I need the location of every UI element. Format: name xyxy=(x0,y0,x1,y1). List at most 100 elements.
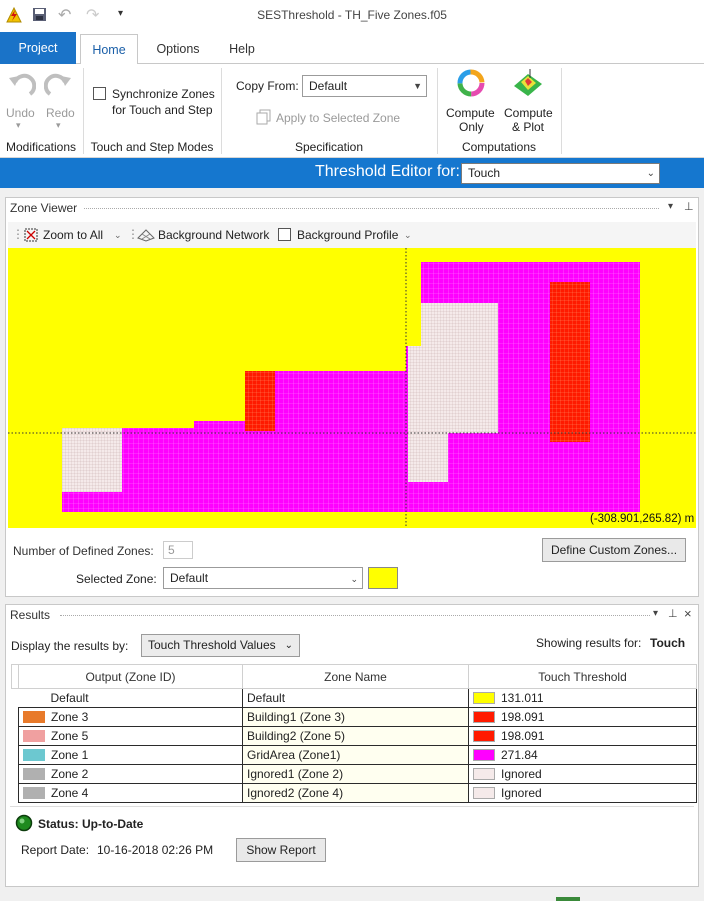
tab-project[interactable]: Project xyxy=(0,32,76,64)
table-row[interactable]: Zone 2 Ignored1 (Zone 2) Ignored xyxy=(11,764,697,784)
undo-icon[interactable] xyxy=(6,70,36,100)
show-report-button[interactable]: Show Report xyxy=(236,838,326,862)
display-by-select[interactable]: Touch Threshold Values ⌄ xyxy=(141,634,300,657)
compute-only-icon[interactable] xyxy=(456,68,486,98)
tab-help[interactable]: Help xyxy=(229,42,255,56)
zone-map-canvas[interactable] xyxy=(8,248,696,528)
zoom-to-all-icon[interactable] xyxy=(23,227,39,243)
copy-from-select[interactable]: Default ▼ xyxy=(302,75,427,97)
redo-small-icon[interactable]: ↷ xyxy=(86,7,100,24)
redo-dropdown-icon[interactable]: ▾ xyxy=(56,120,61,130)
status-value: Up-to-Date xyxy=(82,817,144,831)
cell-threshold[interactable]: 131.011 xyxy=(468,688,697,708)
tab-home[interactable]: Home xyxy=(80,34,138,65)
zone-color-swatch xyxy=(23,749,45,761)
compute-only-label-2[interactable]: Only xyxy=(459,120,484,134)
selected-zone-select[interactable]: Default ⌄ xyxy=(163,567,363,589)
redo-label[interactable]: Redo xyxy=(46,106,75,120)
threshold-color-swatch xyxy=(473,768,495,780)
report-date-value: 10-16-2018 02:26 PM xyxy=(97,843,214,857)
threshold-editor-label: Threshold Editor for: xyxy=(315,163,460,180)
row-selector[interactable] xyxy=(11,764,19,784)
sync-zones-checkbox[interactable] xyxy=(93,87,106,100)
cell-output[interactable]: Zone 4 xyxy=(18,783,243,803)
ribbon-separator xyxy=(561,68,562,154)
table-row[interactable]: Zone 3 Building1 (Zone 3) 198.091 xyxy=(11,707,697,727)
cell-zone-name[interactable]: Ignored1 (Zone 2) xyxy=(242,764,469,784)
cell-threshold[interactable]: 198.091 xyxy=(468,726,697,746)
row-selector[interactable] xyxy=(11,688,19,708)
zoom-dropdown-icon[interactable]: ⌄ xyxy=(114,230,122,240)
zoom-to-all-button[interactable]: Zoom to All xyxy=(43,228,104,242)
row-selector[interactable] xyxy=(11,726,19,746)
zone-building1 xyxy=(245,371,275,431)
threshold-editor-select[interactable]: Touch ⌄ xyxy=(461,163,660,184)
threshold-color-swatch xyxy=(473,749,495,761)
cell-threshold-text: 198.091 xyxy=(501,729,545,743)
column-header-zone-name[interactable]: Zone Name xyxy=(242,664,469,689)
cell-threshold[interactable]: 271.84 xyxy=(468,745,697,765)
toolbar-grip: ⋮ xyxy=(12,227,24,241)
pin-icon[interactable]: ⊥ xyxy=(684,201,694,213)
table-row[interactable]: Zone 5 Building2 (Zone 5) 198.091 xyxy=(11,726,697,746)
cell-zone-name[interactable]: Ignored2 (Zone 4) xyxy=(242,783,469,803)
pin-icon[interactable]: ⊥ xyxy=(668,608,678,620)
save-icon[interactable] xyxy=(32,7,47,22)
selected-zone-value: Default xyxy=(170,571,209,585)
compute-plot-label-1[interactable]: Compute xyxy=(504,106,553,120)
column-header-output[interactable]: Output (Zone ID) xyxy=(18,664,243,689)
apply-selected-zone-button[interactable]: Apply to Selected Zone xyxy=(276,111,401,125)
cell-zone-name[interactable]: Building2 (Zone 5) xyxy=(242,726,469,746)
undo-small-icon[interactable]: ↶ xyxy=(58,7,72,24)
tab-options[interactable]: Options xyxy=(156,42,200,56)
undo-dropdown-icon[interactable]: ▾ xyxy=(16,120,21,130)
row-selector[interactable] xyxy=(11,707,19,727)
zone-viewer-title: Zone Viewer xyxy=(10,201,78,215)
compute-only-label-1[interactable]: Compute xyxy=(446,106,495,120)
zone-building2 xyxy=(550,282,590,442)
group-specification-label: Specification xyxy=(294,140,364,154)
cell-output[interactable]: Zone 1 xyxy=(18,745,243,765)
copy-icon xyxy=(256,109,271,125)
cell-threshold[interactable]: Ignored xyxy=(468,783,697,803)
table-row[interactable]: Zone 4 Ignored2 (Zone 4) Ignored xyxy=(11,783,697,803)
ribbon-separator xyxy=(437,68,438,154)
window-title: SESThreshold - TH_Five Zones.f05 xyxy=(257,8,447,22)
panel-menu-icon[interactable]: ▾ xyxy=(653,608,659,619)
cell-threshold[interactable]: Ignored xyxy=(468,764,697,784)
cell-output[interactable]: Zone 2 xyxy=(18,764,243,784)
cell-zone-name[interactable]: GridArea (Zone1) xyxy=(242,745,469,765)
background-profile-label[interactable]: Background Profile xyxy=(297,228,399,242)
results-title: Results xyxy=(10,608,51,622)
background-network-button[interactable]: Background Network xyxy=(158,228,270,242)
cell-zone-name[interactable]: Default xyxy=(242,688,469,708)
chevron-down-icon: ⌄ xyxy=(284,640,293,651)
row-selector[interactable] xyxy=(11,745,19,765)
undo-label[interactable]: Undo xyxy=(6,106,35,120)
redo-icon[interactable] xyxy=(44,70,74,100)
cell-output[interactable]: Default xyxy=(18,688,243,708)
cell-output-text: Default xyxy=(50,691,89,705)
customize-toolbar-icon[interactable]: ▾ xyxy=(118,8,124,19)
table-row[interactable]: Default Default 131.011 xyxy=(11,688,697,708)
cell-output[interactable]: Zone 5 xyxy=(18,726,243,746)
cell-output-text: Zone 1 xyxy=(51,748,89,762)
column-header-threshold[interactable]: Touch Threshold xyxy=(468,664,697,689)
compute-plot-icon[interactable] xyxy=(512,68,544,100)
table-row[interactable]: Zone 1 GridArea (Zone1) 271.84 xyxy=(11,745,697,765)
ribbon-separator xyxy=(83,68,84,154)
cell-output[interactable]: Zone 3 xyxy=(18,707,243,727)
compute-plot-label-2[interactable]: & Plot xyxy=(512,120,545,134)
profile-dropdown-icon[interactable]: ⌄ xyxy=(404,230,412,240)
row-selector[interactable] xyxy=(11,783,19,803)
cell-threshold-text: Ignored xyxy=(501,767,542,781)
panel-menu-icon[interactable]: ▾ xyxy=(668,201,674,212)
background-profile-checkbox[interactable] xyxy=(278,228,291,241)
close-icon[interactable]: × xyxy=(684,606,692,621)
define-custom-zones-button[interactable]: Define Custom Zones... xyxy=(542,538,686,562)
cell-threshold[interactable]: 198.091 xyxy=(468,707,697,727)
selected-zone-color-swatch[interactable] xyxy=(368,567,398,589)
cell-output-text: Zone 2 xyxy=(51,767,89,781)
table-header-row: Output (Zone ID) Zone Name Touch Thresho… xyxy=(11,664,697,689)
cell-zone-name[interactable]: Building1 (Zone 3) xyxy=(242,707,469,727)
